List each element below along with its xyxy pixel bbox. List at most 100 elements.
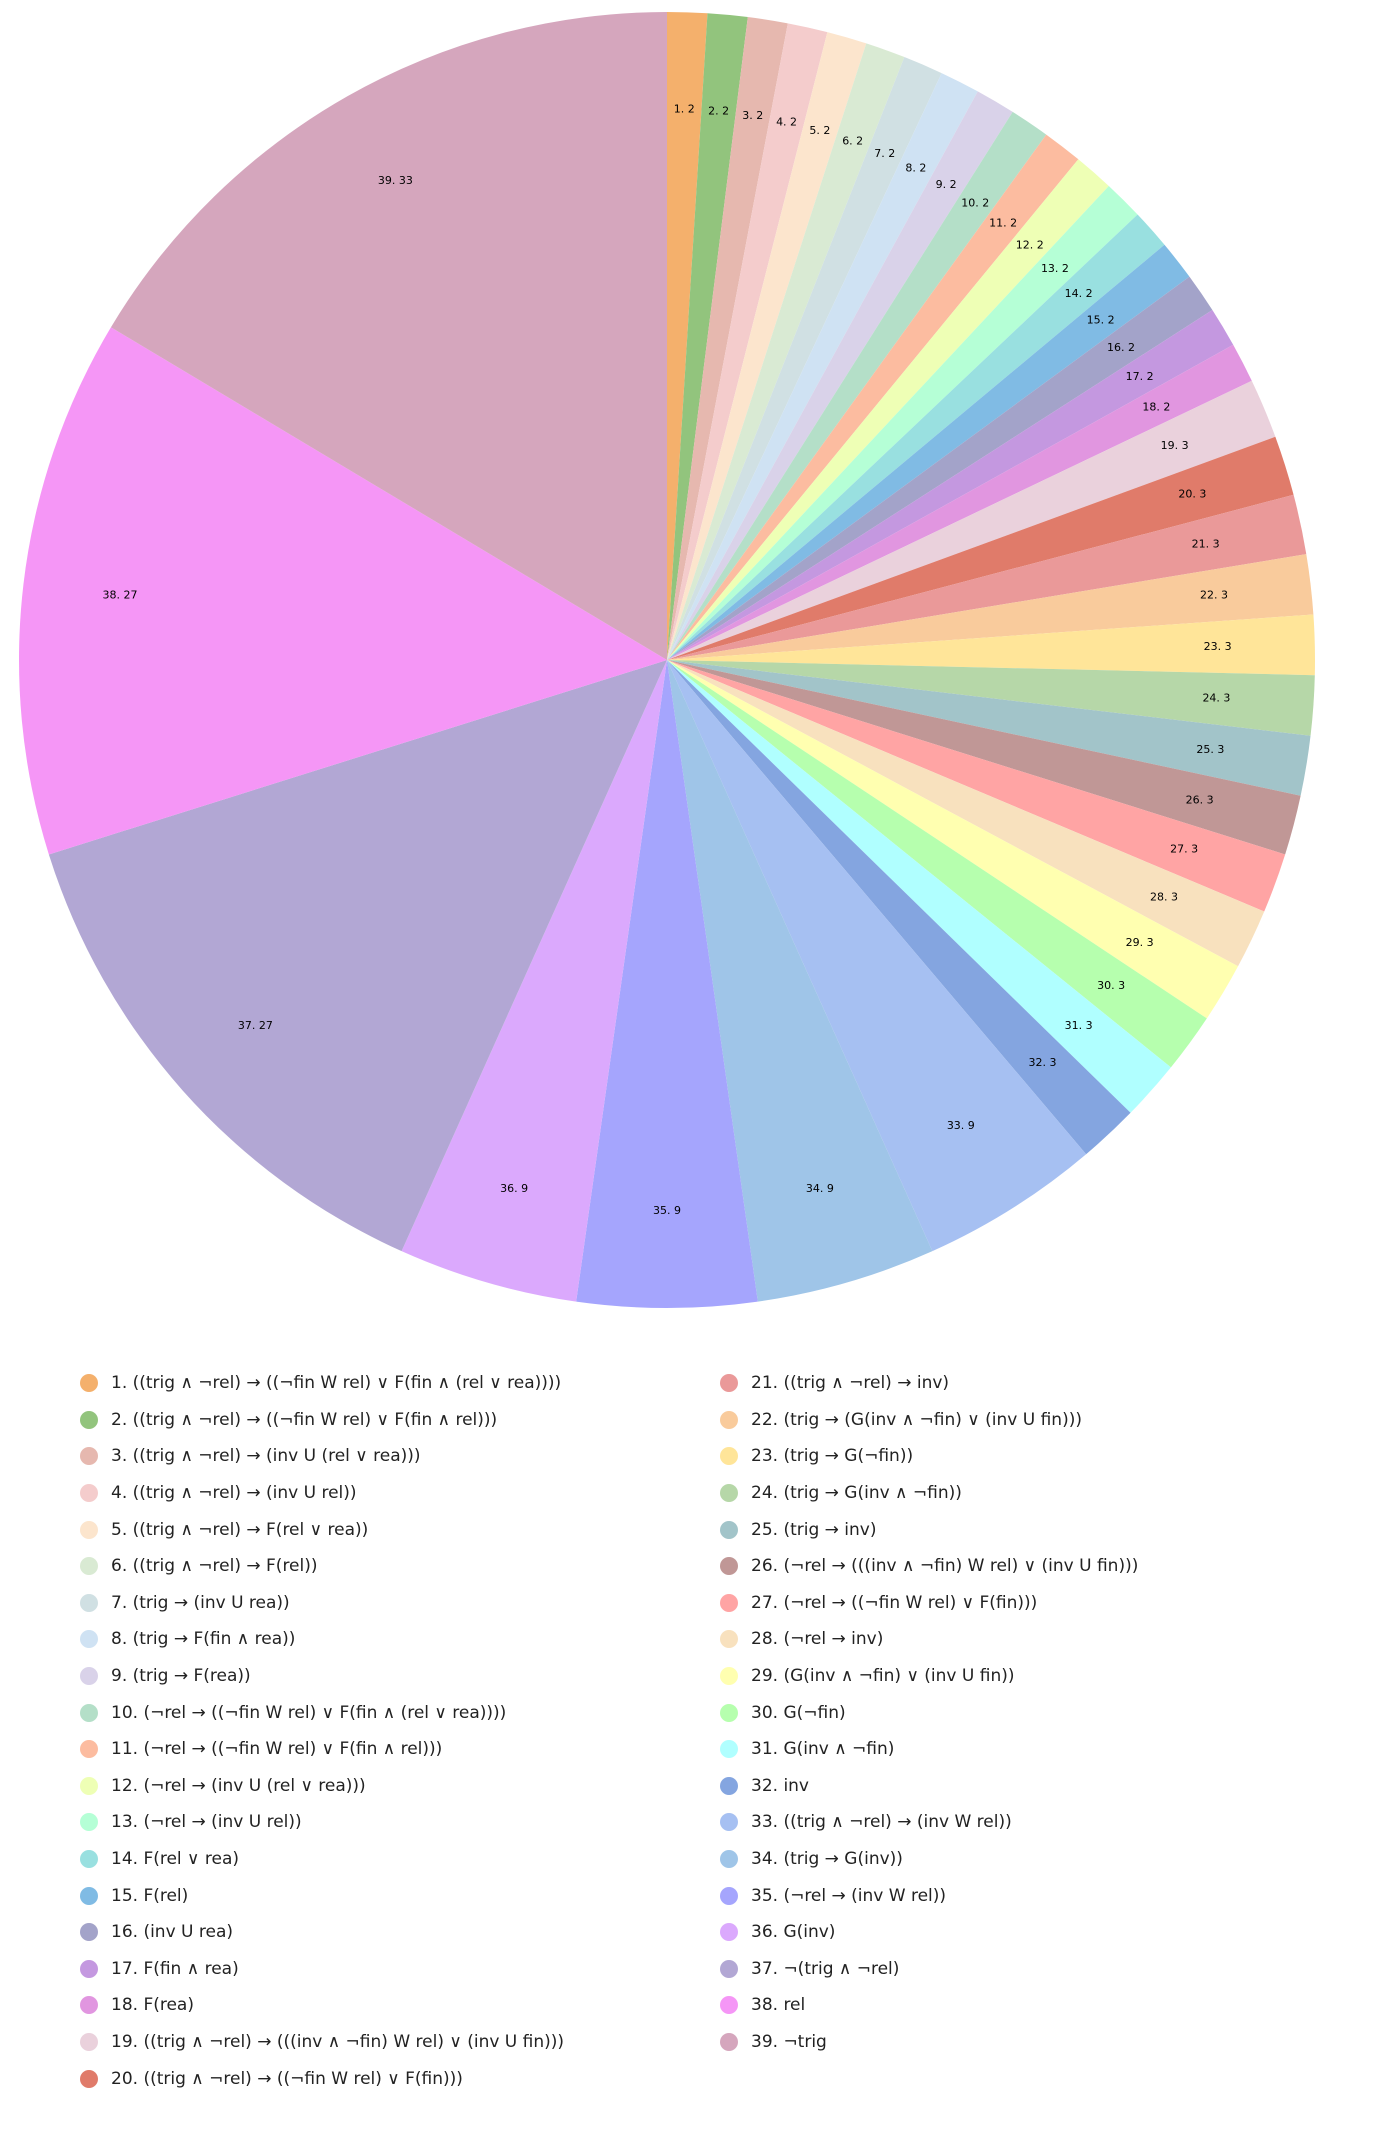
pie-slice-18 [667, 344, 1252, 660]
legend-label: 10. (¬rel → ((¬fin W rel) ∨ F(fin ∧ (rel… [111, 1702, 507, 1723]
legend-item-15: 15. F(rel) [80, 1877, 710, 1914]
slice-data-label-4: 4. 2 [776, 115, 797, 128]
slice-data-label-18: 18. 2 [1142, 400, 1170, 413]
legend-swatch [80, 1557, 98, 1576]
legend-item-22: 22. (trig → (G(inv ∧ ¬fin) ∨ (inv U fin)… [720, 1402, 1350, 1439]
legend-label: 2. ((trig ∧ ¬rel) → ((¬fin W rel) ∨ F(fi… [111, 1409, 498, 1430]
legend-label: 7. (trig → (inv U rea)) [111, 1592, 290, 1613]
legend-swatch [80, 2032, 98, 2051]
legend-item-26: 26. (¬rel → (((inv ∧ ¬fin) W rel) ∨ (inv… [720, 1548, 1350, 1585]
pie-slice-9 [667, 91, 1013, 661]
legend-item-6: 6. ((trig ∧ ¬rel) → F(rel)) [80, 1548, 710, 1585]
slice-data-label-17: 17. 2 [1126, 370, 1154, 383]
pie-slice-3 [667, 17, 788, 661]
legend-label: 39. ¬trig [751, 2031, 827, 2052]
legend-swatch [80, 1374, 98, 1393]
legend-label: 6. ((trig ∧ ¬rel) → F(rel)) [111, 1556, 318, 1577]
legend-swatch [80, 1959, 98, 1978]
pie-slice-29 [667, 660, 1239, 1019]
legend-label: 14. F(rel ∨ rea) [111, 1849, 240, 1870]
legend-item-11: 11. (¬rel → ((¬fin W rel) ∨ F(fin ∧ rel)… [80, 1731, 710, 1768]
pie-slice-36 [401, 660, 667, 1302]
pie-slice-6 [667, 43, 905, 660]
legend-swatch [80, 1667, 98, 1686]
legend-label: 3. ((trig ∧ ¬rel) → (inv U (rel ∨ rea))) [111, 1446, 421, 1467]
legend-label: 32. inv [751, 1775, 809, 1796]
legend-label: 13. (¬rel → (inv U rel)) [111, 1812, 302, 1833]
legend-label: 4. ((trig ∧ ¬rel) → (inv U rel)) [111, 1483, 357, 1504]
legend-label: 19. ((trig ∧ ¬rel) → (((inv ∧ ¬fin) W re… [111, 2031, 565, 2052]
legend-label: 1. ((trig ∧ ¬rel) → ((¬fin W rel) ∨ F(fi… [111, 1373, 562, 1394]
legend-swatch [720, 1959, 738, 1978]
legend-swatch [720, 1996, 738, 2015]
legend-item-13: 13. (¬rel → (inv U rel)) [80, 1804, 710, 1841]
pie-slice-17 [667, 310, 1234, 660]
pie-slice-20 [667, 436, 1294, 660]
legend-column-right: 21. ((trig ∧ ¬rel) → inv) 22. (trig → (G(… [720, 1365, 1350, 2060]
legend-label: 9. (trig → F(rea)) [111, 1666, 251, 1687]
legend-item-10: 10. (¬rel → ((¬fin W rel) ∨ F(fin ∧ (rel… [80, 1694, 710, 1731]
legend-label: 33. ((trig ∧ ¬rel) → (inv W rel)) [751, 1812, 1012, 1833]
legend-swatch [720, 1740, 738, 1759]
slice-data-label-20: 20. 3 [1178, 488, 1206, 501]
legend-swatch [80, 1740, 98, 1759]
slice-data-label-13: 13. 2 [1041, 262, 1069, 275]
slice-data-label-6: 6. 2 [842, 134, 863, 147]
legend-swatch [80, 1776, 98, 1795]
legend-item-12: 12. (¬rel → (inv U (rel ∨ rea))) [80, 1768, 710, 1805]
legend-item-2: 2. ((trig ∧ ¬rel) → ((¬fin W rel) ∨ F(fi… [80, 1402, 710, 1439]
slice-data-label-7: 7. 2 [874, 147, 895, 160]
slice-data-label-36: 36. 9 [500, 1182, 528, 1195]
pie-slice-7 [667, 57, 942, 661]
slice-data-label-22: 22. 3 [1200, 589, 1228, 602]
pie-slice-19 [667, 380, 1276, 660]
legend-label: 23. (trig → G(¬fin)) [751, 1446, 914, 1467]
pie-slice-39 [110, 12, 667, 660]
legend-label: 35. (¬rel → (inv W rel)) [751, 1885, 947, 1906]
legend-label: 34. (trig → G(inv)) [751, 1849, 903, 1870]
legend-swatch [720, 1776, 738, 1795]
legend-item-20: 20. ((trig ∧ ¬rel) → ((¬fin W rel) ∨ F(f… [80, 2060, 710, 2097]
pie-slice-34 [667, 660, 933, 1302]
slice-data-label-38: 38. 27 [102, 589, 137, 602]
legend-swatch [720, 1667, 738, 1686]
legend-swatch [80, 1630, 98, 1649]
pie-slice-32 [667, 660, 1131, 1155]
legend-swatch [80, 1850, 98, 1869]
slice-data-label-19: 19. 3 [1161, 439, 1189, 452]
slice-data-label-14: 14. 2 [1065, 287, 1093, 300]
slice-data-label-9: 9. 2 [936, 178, 957, 191]
legend-label: 36. G(inv) [751, 1922, 836, 1943]
pie-slice-1 [667, 12, 708, 660]
legend-swatch [720, 1520, 738, 1539]
legend-label: 5. ((trig ∧ ¬rel) → F(rel ∨ rea)) [111, 1519, 369, 1540]
legend-item-21: 21. ((trig ∧ ¬rel) → inv) [720, 1365, 1350, 1402]
pie-slice-25 [667, 660, 1311, 796]
legend-item-16: 16. (inv U rea) [80, 1914, 710, 1951]
legend-item-23: 23. (trig → G(¬fin)) [720, 1438, 1350, 1475]
pie-slice-30 [667, 660, 1207, 1068]
legend-item-5: 5. ((trig ∧ ¬rel) → F(rel ∨ rea)) [80, 1511, 710, 1548]
slice-data-label-39: 39. 33 [378, 174, 413, 187]
legend-label: 11. (¬rel → ((¬fin W rel) ∨ F(fin ∧ rel)… [111, 1739, 443, 1760]
pie-slice-8 [667, 73, 978, 660]
legend-item-30: 30. G(¬fin) [720, 1694, 1350, 1731]
legend-swatch [80, 1593, 98, 1612]
slice-data-label-8: 8. 2 [905, 162, 926, 175]
legend-item-37: 37. ¬(trig ∧ ¬rel) [720, 1951, 1350, 1988]
legend-swatch [720, 2032, 738, 2051]
legend-item-28: 28. (¬rel → inv) [720, 1621, 1350, 1658]
legend-label: 24. (trig → G(inv ∧ ¬fin)) [751, 1483, 962, 1504]
slice-data-label-12: 12. 2 [1016, 239, 1044, 252]
slice-data-label-26: 26. 3 [1186, 793, 1214, 806]
pie-slice-10 [667, 111, 1047, 660]
legend-swatch [720, 1813, 738, 1832]
pie-slice-26 [667, 660, 1301, 855]
legend-item-3: 3. ((trig ∧ ¬rel) → (inv U (rel ∨ rea))) [80, 1438, 710, 1475]
legend-item-25: 25. (trig → inv) [720, 1511, 1350, 1548]
legend-swatch [80, 1484, 98, 1503]
legend-item-38: 38. rel [720, 1987, 1350, 2024]
legend-swatch [720, 1886, 738, 1905]
slice-data-label-15: 15. 2 [1087, 313, 1115, 326]
pie-slice-31 [667, 660, 1171, 1113]
